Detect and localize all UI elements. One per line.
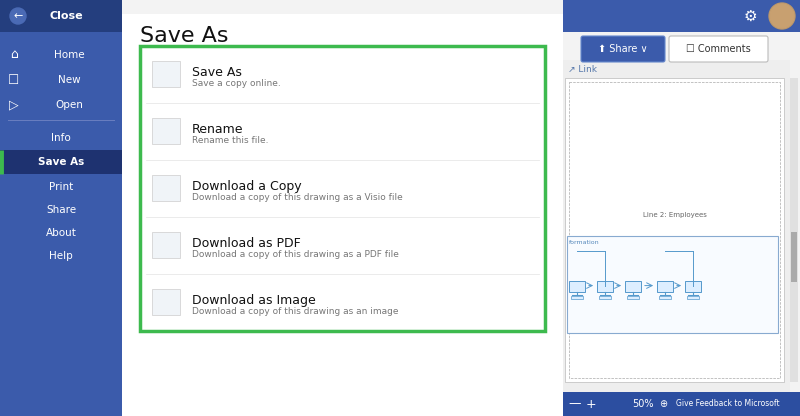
Bar: [152, 174, 180, 201]
Text: Print: Print: [49, 182, 73, 192]
Bar: [599, 296, 610, 299]
Text: Home: Home: [54, 50, 84, 60]
Text: Download a copy of this drawing as a PDF file: Download a copy of this drawing as a PDF…: [192, 250, 399, 259]
Circle shape: [770, 4, 794, 28]
Bar: [0, 150, 122, 174]
Text: Open: Open: [55, 100, 83, 110]
Bar: [122, 0, 563, 14]
Bar: [567, 236, 778, 333]
Text: Line 2: Employees: Line 2: Employees: [642, 212, 706, 218]
Text: About: About: [46, 228, 77, 238]
Text: Rename: Rename: [192, 123, 243, 136]
Bar: [152, 60, 180, 87]
Text: formation: formation: [569, 240, 600, 245]
Bar: [791, 232, 797, 282]
Bar: [626, 281, 641, 292]
Circle shape: [769, 3, 795, 29]
Text: Share: Share: [46, 205, 76, 215]
Text: +: +: [586, 398, 596, 411]
FancyBboxPatch shape: [140, 46, 545, 331]
Text: ▷: ▷: [9, 99, 19, 111]
Text: ☐: ☐: [8, 74, 20, 87]
Text: Save As: Save As: [140, 26, 229, 46]
Text: Save As: Save As: [38, 157, 84, 167]
Text: ↗ Link: ↗ Link: [568, 64, 597, 74]
Bar: [571, 296, 582, 299]
Text: Give Feedback to Microsoft: Give Feedback to Microsoft: [676, 399, 780, 409]
Bar: [658, 281, 673, 292]
Text: Download as Image: Download as Image: [192, 294, 316, 307]
Text: —: —: [569, 398, 582, 411]
Bar: [152, 117, 180, 144]
Bar: [563, 392, 800, 416]
Circle shape: [10, 8, 26, 24]
Text: Download a copy of this drawing as an image: Download a copy of this drawing as an im…: [192, 307, 398, 316]
Text: ⌂: ⌂: [10, 49, 18, 62]
Bar: [563, 0, 800, 32]
Bar: [152, 289, 180, 314]
Text: Close: Close: [49, 11, 83, 21]
Text: ←: ←: [14, 11, 22, 21]
Bar: [570, 281, 585, 292]
Bar: [563, 60, 790, 78]
Bar: [0, 0, 122, 416]
Text: Help: Help: [49, 251, 73, 261]
Text: Download a copy of this drawing as a Visio file: Download a copy of this drawing as a Vis…: [192, 193, 402, 202]
Bar: [790, 78, 798, 382]
Text: Download a Copy: Download a Copy: [192, 180, 302, 193]
Bar: [627, 296, 638, 299]
Bar: [0, 0, 122, 32]
Bar: [687, 296, 698, 299]
FancyBboxPatch shape: [669, 36, 768, 62]
Bar: [598, 281, 613, 292]
Text: Download as PDF: Download as PDF: [192, 237, 301, 250]
Bar: [659, 296, 670, 299]
Bar: [563, 60, 790, 392]
Text: Rename this file.: Rename this file.: [192, 136, 269, 145]
Bar: [122, 0, 563, 416]
FancyBboxPatch shape: [581, 36, 665, 62]
Text: ☐ Comments: ☐ Comments: [686, 44, 750, 54]
Bar: [152, 231, 180, 258]
Text: Save a copy online.: Save a copy online.: [192, 79, 281, 88]
Text: Save As: Save As: [192, 66, 242, 79]
Text: New: New: [58, 75, 80, 85]
Bar: [686, 281, 701, 292]
Bar: [565, 78, 784, 382]
Text: ⚙: ⚙: [743, 8, 757, 23]
Text: 50%: 50%: [632, 399, 654, 409]
Bar: [569, 82, 780, 378]
Text: ⬆ Share ∨: ⬆ Share ∨: [598, 44, 648, 54]
Text: ⊕: ⊕: [659, 399, 667, 409]
Text: Info: Info: [51, 133, 71, 143]
